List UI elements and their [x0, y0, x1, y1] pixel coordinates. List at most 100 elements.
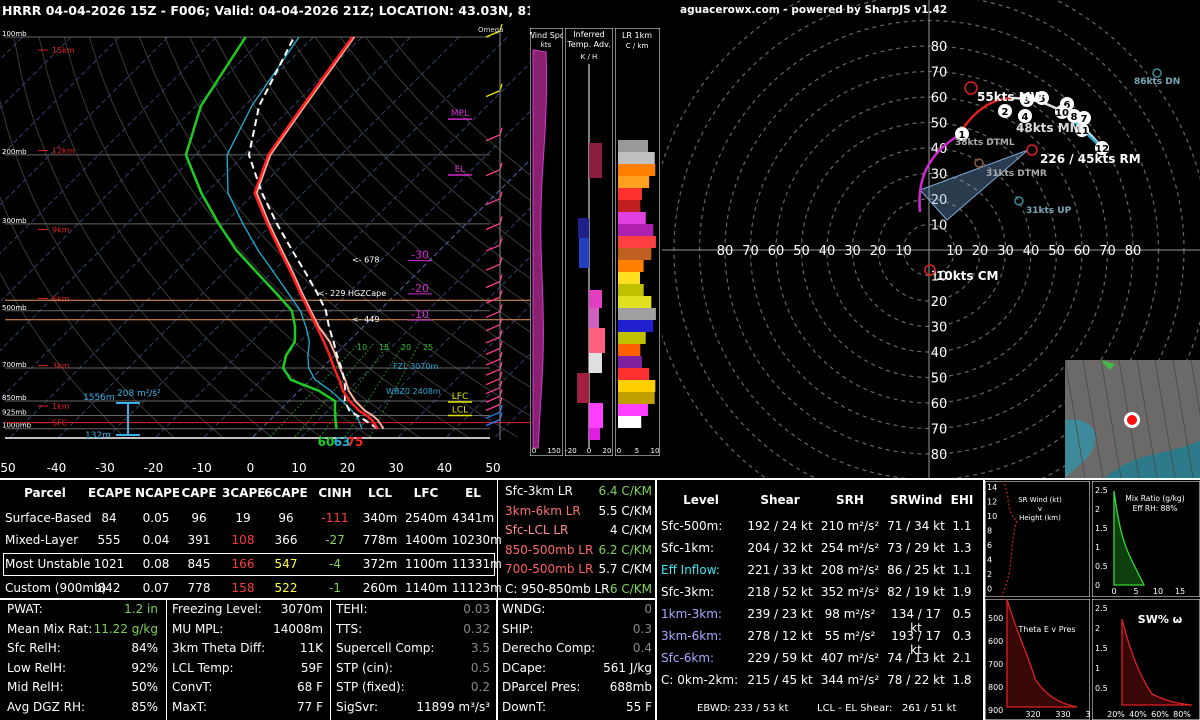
srwind-plot: 14 12 10 8 6 4 2 0 SR Wind (kt) v Height (km) — [985, 481, 1090, 597]
height-marker — [1095, 141, 1109, 155]
plot-border — [1092, 599, 1200, 720]
pressure-label: 1000mb — [2, 422, 32, 430]
isotherm — [301, 207, 530, 438]
lm-label: 10kts CM — [936, 269, 998, 283]
lapse-rate-label: Sfc-LCL LR — [505, 523, 569, 537]
panel-title-2: Temp. Adv. — [566, 40, 610, 49]
thermo-value: 3.5 — [470, 641, 490, 655]
hodo-x-tick: 70 — [742, 244, 759, 259]
x-tick: 60% — [1151, 710, 1169, 719]
y-tick: 2 — [1095, 624, 1100, 633]
parcel-cell: 0.05 — [142, 511, 170, 525]
kinematics-cell: 1km-3km: — [661, 607, 722, 621]
kinematics-cell: 218 / 52 kt — [747, 585, 813, 599]
parcel-cell: 372m — [362, 557, 398, 571]
map-border — [1136, 360, 1158, 478]
level-label: LCL — [452, 405, 468, 415]
thermo-value: 85% — [131, 699, 158, 714]
level-label: LFC — [452, 392, 468, 402]
eff-srh-label: 208 m²/s² — [117, 389, 161, 399]
kinematics-cell: 3km-6km: — [661, 629, 722, 643]
panel-tick: 5 — [635, 447, 639, 455]
height-label: 9km — [52, 225, 70, 234]
thermo-value: 68 F — [297, 680, 323, 694]
parcel-cell: 3CAPE — [222, 486, 266, 500]
pressure-label: 925mb — [2, 408, 27, 416]
x-tick: 10 — [1153, 587, 1163, 596]
height-marker — [1067, 109, 1081, 123]
thermo-label: Low RelH: — [7, 660, 67, 675]
parcel-cell: 778 — [187, 581, 211, 595]
mixing-ratio-label: 20 — [401, 343, 411, 352]
thermo-value: 50% — [131, 680, 158, 694]
eff-top-label: 1556m — [83, 393, 115, 403]
height-marker — [1055, 105, 1069, 119]
thermo-value: 77 F — [297, 699, 323, 714]
y-tick: 2 — [987, 570, 992, 579]
pressure-label: 300mb — [2, 217, 27, 225]
panel-tick: 0 — [617, 447, 621, 455]
height-marker-label: 6 — [1064, 100, 1071, 111]
hodo-y-tick: 10 — [931, 219, 948, 234]
thermo-label: PWAT: — [7, 602, 43, 616]
lapse-rate-bar — [618, 212, 646, 224]
parcel-cell: Mixed-Layer — [5, 533, 79, 547]
parcel-cell: CINH — [318, 486, 352, 500]
parcel-row: Most Unstable 1021 0.08 845 166 547 -4 372m 1100… — [0, 554, 502, 574]
height-label: 6km — [52, 294, 70, 303]
x-tick: -10 — [192, 461, 212, 475]
hodo-y-tick: 60 — [931, 91, 948, 106]
parcel-cell: 6CAPE — [264, 486, 308, 500]
lapse-rate-bar — [618, 356, 642, 368]
parcel-cell: 108 — [231, 533, 255, 547]
kinematics-cell: 221 / 33 kt — [747, 563, 813, 577]
wind-barb — [485, 296, 501, 304]
lapse-rate-bar — [618, 392, 655, 404]
most-unstable-highlight — [3, 553, 495, 576]
x-tick: 320 — [1025, 710, 1040, 719]
panel-unit: C / km — [626, 42, 649, 50]
skewt-panel: 10 15 20 25 100mb 200mb 300mb 500mb 700mb 850mb 92… — [0, 0, 530, 478]
lapse-rate-label: 700-500mb LR — [505, 562, 594, 576]
x-tick: 0 — [247, 461, 255, 475]
lapse-rate-bar — [618, 200, 641, 212]
hodo-x-tick: 80 — [717, 244, 734, 259]
hodo-trace-low — [918, 133, 960, 213]
thermo-label: WNDG: — [502, 602, 546, 616]
hodo-x-tick: 30 — [997, 244, 1014, 259]
x-tick: 30 — [388, 461, 403, 475]
thermo-label: Mid RelH: — [7, 680, 64, 694]
panel-title: Inferred — [573, 30, 604, 39]
parcel-cell: 10230m — [452, 533, 502, 547]
hodo-y-tick: 50 — [931, 117, 948, 132]
lapse-rate-bar — [618, 416, 642, 428]
wind-barb — [485, 368, 501, 376]
isotherm — [252, 159, 530, 438]
hodo-x-tick: 70 — [1099, 244, 1116, 259]
lapse-rate-bar — [618, 164, 656, 176]
wind-barb — [485, 244, 501, 252]
parcel-cell: EL — [465, 486, 481, 500]
y-tick: 900 — [988, 706, 1003, 715]
eff-bottom-label: 132m — [85, 431, 111, 441]
parcel-cell: 1021 — [93, 557, 125, 571]
isotherm — [0, 36, 72, 109]
hgz-annotation: <- 449 — [352, 315, 379, 324]
kinematics-cell: 215 / 45 kt — [747, 673, 813, 687]
parcel-cell: CAPE — [181, 486, 217, 500]
kinematics-header: Level — [683, 493, 719, 507]
temp-adv-bar — [589, 143, 602, 178]
hodo-x-tick: 80 — [1125, 244, 1142, 259]
thermo-value: 3070m — [280, 602, 323, 616]
hodo-x-tick: 20 — [972, 244, 989, 259]
kinematics-cell: 254 m²/s² — [820, 541, 880, 555]
mean-wind-marker — [964, 81, 978, 95]
isotherm — [107, 36, 508, 438]
dtmr-label: 31kts DTMR — [986, 169, 1047, 179]
kinematics-cell: 1.9 — [952, 585, 972, 599]
lapse-rate-row: 700-500mb LR 5.7 C/KM — [498, 559, 655, 579]
skewt-header: HRRR 04-04-2026 15Z - F006; Valid: 04-04… — [2, 3, 530, 18]
map-border — [1154, 360, 1176, 478]
lapse-rate-bar — [618, 140, 648, 152]
thermo-table: PWAT: 1.2 in Mean Mix Rat: 11.22 g/kg Sfc Re… — [0, 600, 655, 720]
